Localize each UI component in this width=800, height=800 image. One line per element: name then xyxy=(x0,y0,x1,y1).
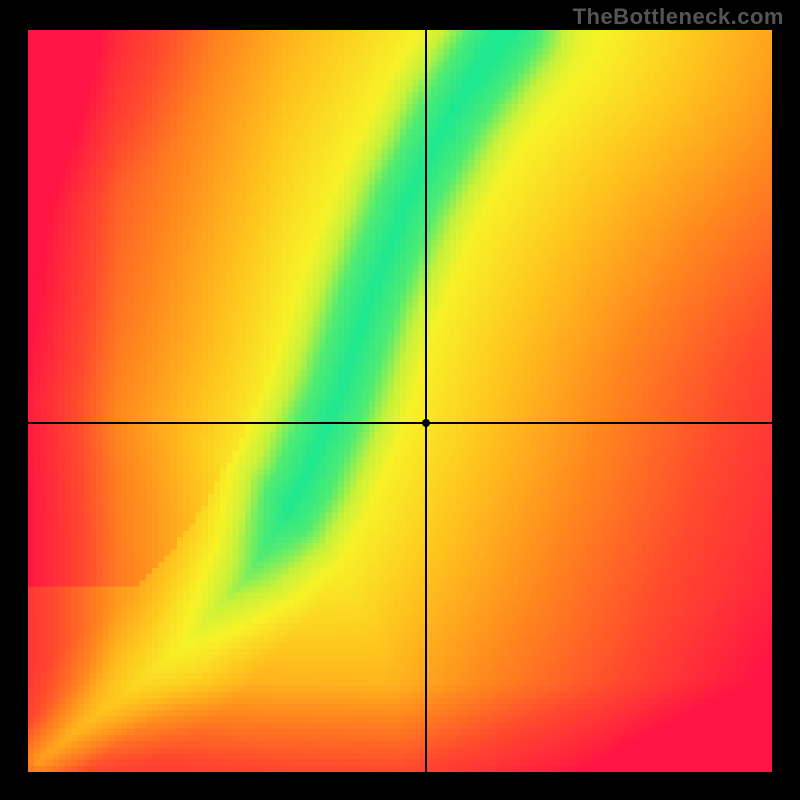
crosshair-horizontal xyxy=(28,422,772,424)
crosshair-vertical xyxy=(425,30,427,772)
watermark-text: TheBottleneck.com xyxy=(573,4,784,30)
heatmap-canvas xyxy=(28,30,772,772)
heatmap-plot xyxy=(28,30,772,772)
